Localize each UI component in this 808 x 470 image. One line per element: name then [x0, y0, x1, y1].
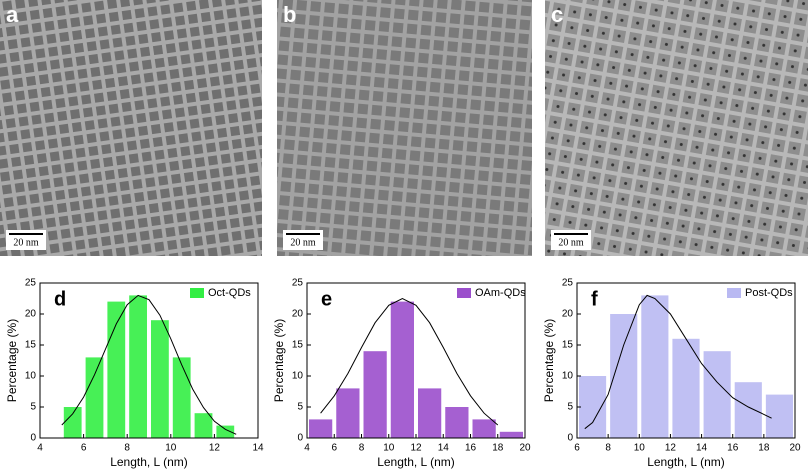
y-tick-label: 25 [25, 278, 37, 289]
x-axis-label: Length, L (nm) [110, 455, 188, 469]
bar [390, 301, 414, 438]
panel-label: d [54, 288, 66, 310]
y-tick-label: 15 [292, 340, 304, 351]
tem-image [545, 0, 808, 256]
legend-swatch [727, 288, 741, 298]
x-tick-label: 8 [359, 443, 365, 454]
fit-curve [320, 297, 499, 426]
y-tick-label: 25 [562, 278, 574, 289]
y-tick-label: 5 [567, 402, 573, 413]
y-tick-label: 0 [297, 433, 303, 444]
y-tick-label: 5 [297, 402, 303, 413]
scale-bar-label: 20 nm [558, 237, 584, 248]
x-tick-label: 10 [165, 443, 177, 454]
x-tick-label: 6 [331, 443, 337, 454]
y-tick-label: 15 [25, 340, 37, 351]
bar [172, 357, 191, 438]
x-tick-label: 10 [383, 443, 395, 454]
x-tick-label: 12 [665, 443, 677, 454]
legend-label: OAm-QDs [475, 287, 526, 299]
x-axis-label: Length, L (nm) [377, 455, 455, 469]
bar [610, 314, 638, 438]
x-tick-label: 12 [209, 443, 221, 454]
x-tick-label: 12 [410, 443, 422, 454]
y-tick-label: 20 [25, 309, 37, 320]
bar [194, 413, 213, 438]
bar [418, 388, 442, 438]
y-tick-label: 20 [562, 309, 574, 320]
y-axis-label: Percentage (%) [542, 319, 556, 402]
bar [703, 351, 731, 438]
plot-frame [576, 282, 796, 439]
plot-frame [39, 282, 259, 439]
x-tick-label: 18 [492, 443, 504, 454]
legend-swatch [190, 288, 204, 298]
bar [107, 301, 126, 438]
x-tick-label: 4 [37, 443, 43, 454]
bar [216, 425, 235, 438]
y-tick-label: 10 [25, 371, 37, 382]
panel-label: a [6, 2, 19, 27]
x-tick-label: 18 [758, 443, 770, 454]
panel-label: e [321, 288, 332, 310]
bar [151, 320, 169, 438]
x-tick-label: 14 [696, 443, 708, 454]
y-tick-label: 10 [292, 371, 304, 382]
bar [672, 338, 700, 438]
tem-image [277, 0, 532, 256]
scale-bar-label: 20 nm [13, 237, 39, 248]
scale-bar-label: 20 nm [290, 237, 316, 248]
x-tick-label: 6 [574, 443, 580, 454]
tem-image [0, 0, 262, 256]
y-tick-label: 15 [562, 340, 574, 351]
x-tick-label: 6 [81, 443, 87, 454]
x-tick-label: 8 [124, 443, 130, 454]
legend-label: Post-QDs [745, 287, 793, 299]
y-tick-label: 0 [567, 433, 573, 444]
fit-curve [584, 294, 772, 430]
y-tick-label: 20 [292, 309, 304, 320]
legend-swatch [457, 288, 471, 298]
x-tick-label: 16 [465, 443, 477, 454]
y-tick-label: 0 [30, 433, 36, 444]
bar [63, 407, 82, 438]
x-tick-label: 8 [605, 443, 611, 454]
bar [472, 419, 496, 438]
bar [499, 431, 523, 438]
x-axis-label: Length, L (nm) [647, 455, 725, 469]
bar [309, 419, 333, 438]
legend-label: Oct-QDs [208, 287, 251, 299]
x-tick-label: 4 [304, 443, 310, 454]
x-tick-label: 14 [252, 443, 264, 454]
bar [445, 407, 469, 438]
bar [85, 357, 104, 438]
x-tick-label: 14 [438, 443, 450, 454]
bar [765, 394, 793, 438]
y-axis-label: Percentage (%) [5, 319, 19, 402]
bar [579, 376, 607, 438]
panel-label: b [283, 2, 296, 27]
bar [734, 382, 762, 438]
bar [336, 388, 360, 438]
x-tick-label: 10 [634, 443, 646, 454]
bar [641, 295, 669, 438]
x-tick-label: 16 [727, 443, 739, 454]
bar [129, 295, 147, 438]
y-tick-label: 5 [30, 402, 36, 413]
x-tick-label: 20 [519, 443, 531, 454]
x-tick-label: 20 [789, 443, 801, 454]
fit-curve [61, 294, 237, 435]
y-tick-label: 10 [562, 371, 574, 382]
bar [363, 351, 387, 438]
y-axis-label: Percentage (%) [272, 319, 286, 402]
panel-label: f [591, 288, 598, 310]
y-tick-label: 25 [292, 278, 304, 289]
panel-label: c [551, 2, 563, 27]
